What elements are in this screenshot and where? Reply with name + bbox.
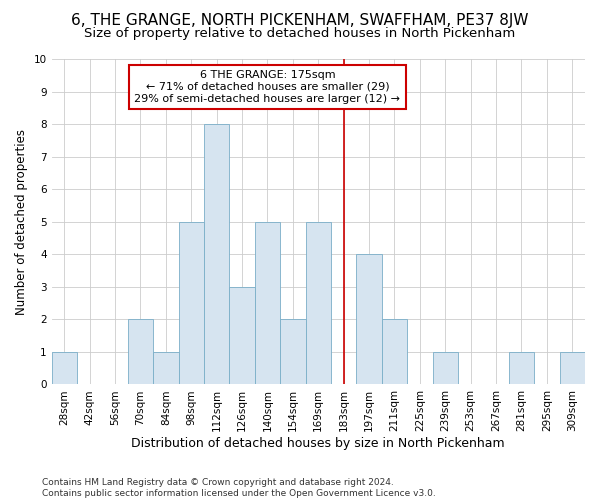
Bar bbox=[305, 222, 331, 384]
Bar bbox=[204, 124, 229, 384]
Y-axis label: Number of detached properties: Number of detached properties bbox=[15, 128, 28, 314]
Bar bbox=[356, 254, 382, 384]
Text: Contains HM Land Registry data © Crown copyright and database right 2024.
Contai: Contains HM Land Registry data © Crown c… bbox=[42, 478, 436, 498]
Bar bbox=[433, 352, 458, 384]
Bar bbox=[229, 287, 255, 384]
Bar bbox=[128, 320, 153, 384]
Bar bbox=[560, 352, 585, 384]
Bar bbox=[52, 352, 77, 384]
Bar bbox=[255, 222, 280, 384]
Bar bbox=[382, 320, 407, 384]
X-axis label: Distribution of detached houses by size in North Pickenham: Distribution of detached houses by size … bbox=[131, 437, 505, 450]
Text: Size of property relative to detached houses in North Pickenham: Size of property relative to detached ho… bbox=[85, 28, 515, 40]
Bar bbox=[280, 320, 305, 384]
Bar bbox=[179, 222, 204, 384]
Text: 6 THE GRANGE: 175sqm
← 71% of detached houses are smaller (29)
29% of semi-detac: 6 THE GRANGE: 175sqm ← 71% of detached h… bbox=[134, 70, 400, 104]
Bar bbox=[509, 352, 534, 384]
Text: 6, THE GRANGE, NORTH PICKENHAM, SWAFFHAM, PE37 8JW: 6, THE GRANGE, NORTH PICKENHAM, SWAFFHAM… bbox=[71, 12, 529, 28]
Bar bbox=[153, 352, 179, 384]
